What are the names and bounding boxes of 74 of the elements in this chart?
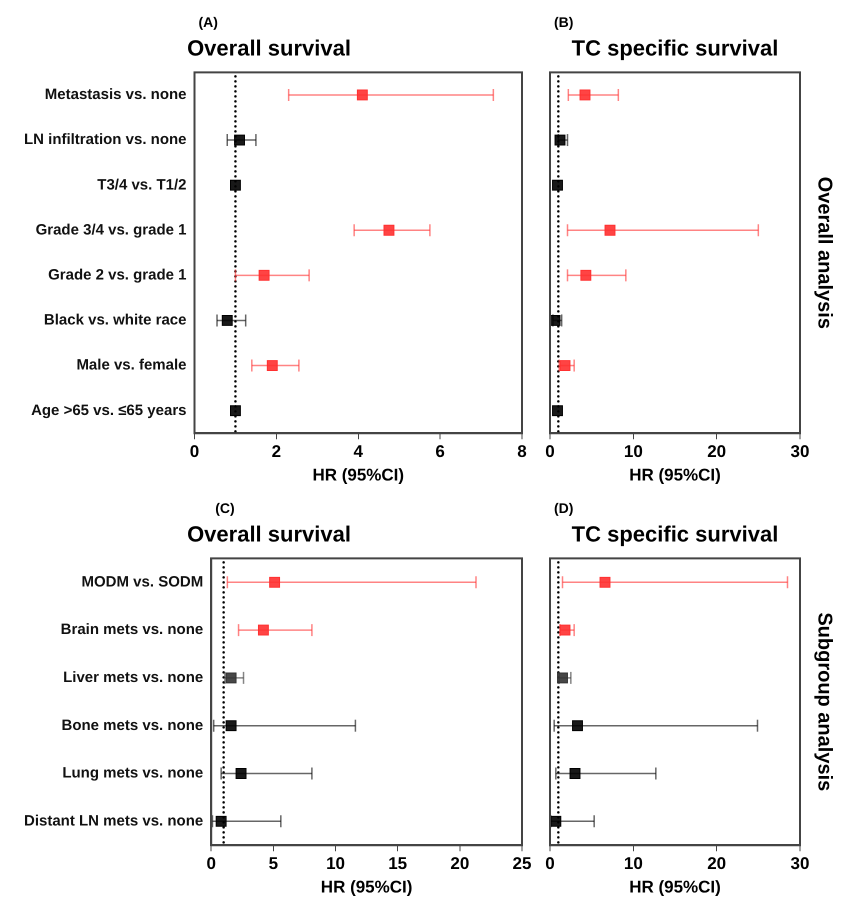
chart-title: TC specific survival: [572, 521, 778, 546]
x-tick-label: 10: [326, 854, 345, 874]
y-tick-label: Liver mets vs. none: [63, 669, 204, 686]
x-tick-label: 15: [388, 854, 408, 874]
y-tick-label: Brain mets vs. none: [60, 621, 204, 638]
y-tick-label: Age >65 vs. ≤65 years: [31, 402, 186, 419]
chart-title: TC specific survival: [572, 35, 778, 60]
x-tick-label: 0: [545, 442, 555, 462]
y-tick-label: Metastasis vs. none: [44, 86, 186, 104]
point: [266, 360, 278, 371]
point: [356, 90, 368, 100]
y-tick-label: Lung mets vs. none: [62, 764, 204, 782]
point: [570, 768, 580, 779]
point: [230, 405, 241, 416]
point: [552, 180, 563, 191]
x-axis-title: HR (95%CI): [312, 465, 404, 484]
x-tick-label: 30: [790, 854, 810, 874]
x-tick-label: 0: [190, 442, 200, 462]
point: [580, 90, 590, 100]
point: [554, 134, 566, 146]
point: [560, 624, 570, 636]
text: (C): [215, 500, 235, 516]
x-tick-label: 0: [206, 854, 216, 874]
point: [552, 405, 563, 416]
x-tick-label: 25: [512, 854, 532, 874]
x-tick-label: 10: [624, 442, 643, 462]
point: [600, 576, 610, 588]
x-tick-label: 20: [450, 854, 470, 874]
point: [580, 270, 592, 281]
point: [234, 134, 245, 146]
x-tick-label: 2: [272, 442, 282, 462]
x-tick-label: 20: [707, 442, 726, 462]
text: (A): [198, 14, 218, 30]
x-tick-label: 4: [354, 442, 364, 462]
x-axis-title: HR (95%CI): [629, 465, 721, 484]
point: [258, 624, 269, 636]
x-axis-title: HR (95%CI): [629, 877, 721, 896]
x-tick-label: 0: [545, 854, 555, 874]
x-tick-label: 20: [707, 854, 726, 874]
point: [222, 315, 233, 326]
x-tick-label: 10: [624, 854, 643, 874]
point: [236, 768, 246, 779]
y-tick-label: Grade 2 vs. grade 1: [48, 266, 186, 284]
y-tick-label: Bone mets vs. none: [62, 716, 204, 734]
y-tick-label: Grade 3/4 vs. grade 1: [36, 221, 186, 238]
x-axis-title: HR (95%CI): [320, 877, 412, 896]
point: [550, 816, 562, 827]
x-tick-label: 5: [268, 854, 278, 874]
text: Overall analysis: [813, 176, 836, 329]
point: [384, 224, 394, 236]
point: [557, 672, 568, 684]
x-tick-label: 8: [517, 442, 527, 462]
point: [560, 360, 570, 371]
point: [572, 720, 583, 732]
chart-title: Overall survival: [187, 521, 351, 546]
y-tick-label: MODM vs. SODM: [82, 573, 204, 590]
point: [230, 180, 241, 191]
y-tick-label: Male vs. female: [76, 356, 186, 374]
text: (B): [554, 14, 574, 30]
point: [226, 720, 237, 732]
x-tick-label: 30: [790, 442, 810, 462]
chart-title: Overall survival: [187, 35, 351, 60]
text: Subgroup analysis: [813, 612, 836, 792]
text: (D): [554, 500, 574, 516]
point: [604, 224, 616, 236]
point: [226, 672, 237, 684]
y-tick-label: LN infiltration vs. none: [24, 131, 186, 148]
point: [269, 576, 280, 588]
point: [258, 270, 270, 281]
x-tick-label: 6: [435, 442, 445, 462]
y-tick-label: Distant LN mets vs. none: [24, 812, 204, 830]
y-tick-label: T3/4 vs. T1/2: [97, 176, 186, 194]
y-tick-label: Black vs. white race: [44, 312, 186, 329]
point: [216, 816, 227, 827]
